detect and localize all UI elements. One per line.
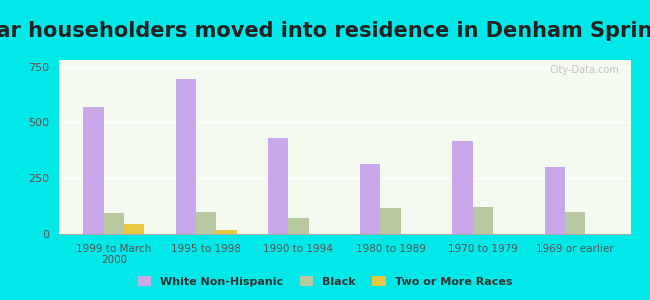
Bar — [124, 224, 144, 234]
Bar — [545, 167, 565, 234]
Bar — [288, 218, 309, 234]
Bar — [268, 138, 288, 234]
Bar — [565, 212, 585, 234]
Text: Year householders moved into residence in Denham Springs: Year householders moved into residence i… — [0, 21, 650, 41]
Bar — [83, 107, 104, 234]
Bar — [196, 212, 216, 234]
Text: City-Data.com: City-Data.com — [549, 65, 619, 75]
Bar — [104, 213, 124, 234]
Legend: White Non-Hispanic, Black, Two or More Races: White Non-Hispanic, Black, Two or More R… — [133, 272, 517, 291]
Bar — [216, 230, 237, 234]
Bar — [380, 208, 401, 234]
Bar — [360, 164, 380, 234]
Bar — [473, 207, 493, 234]
Bar — [176, 79, 196, 234]
Bar — [452, 141, 473, 234]
